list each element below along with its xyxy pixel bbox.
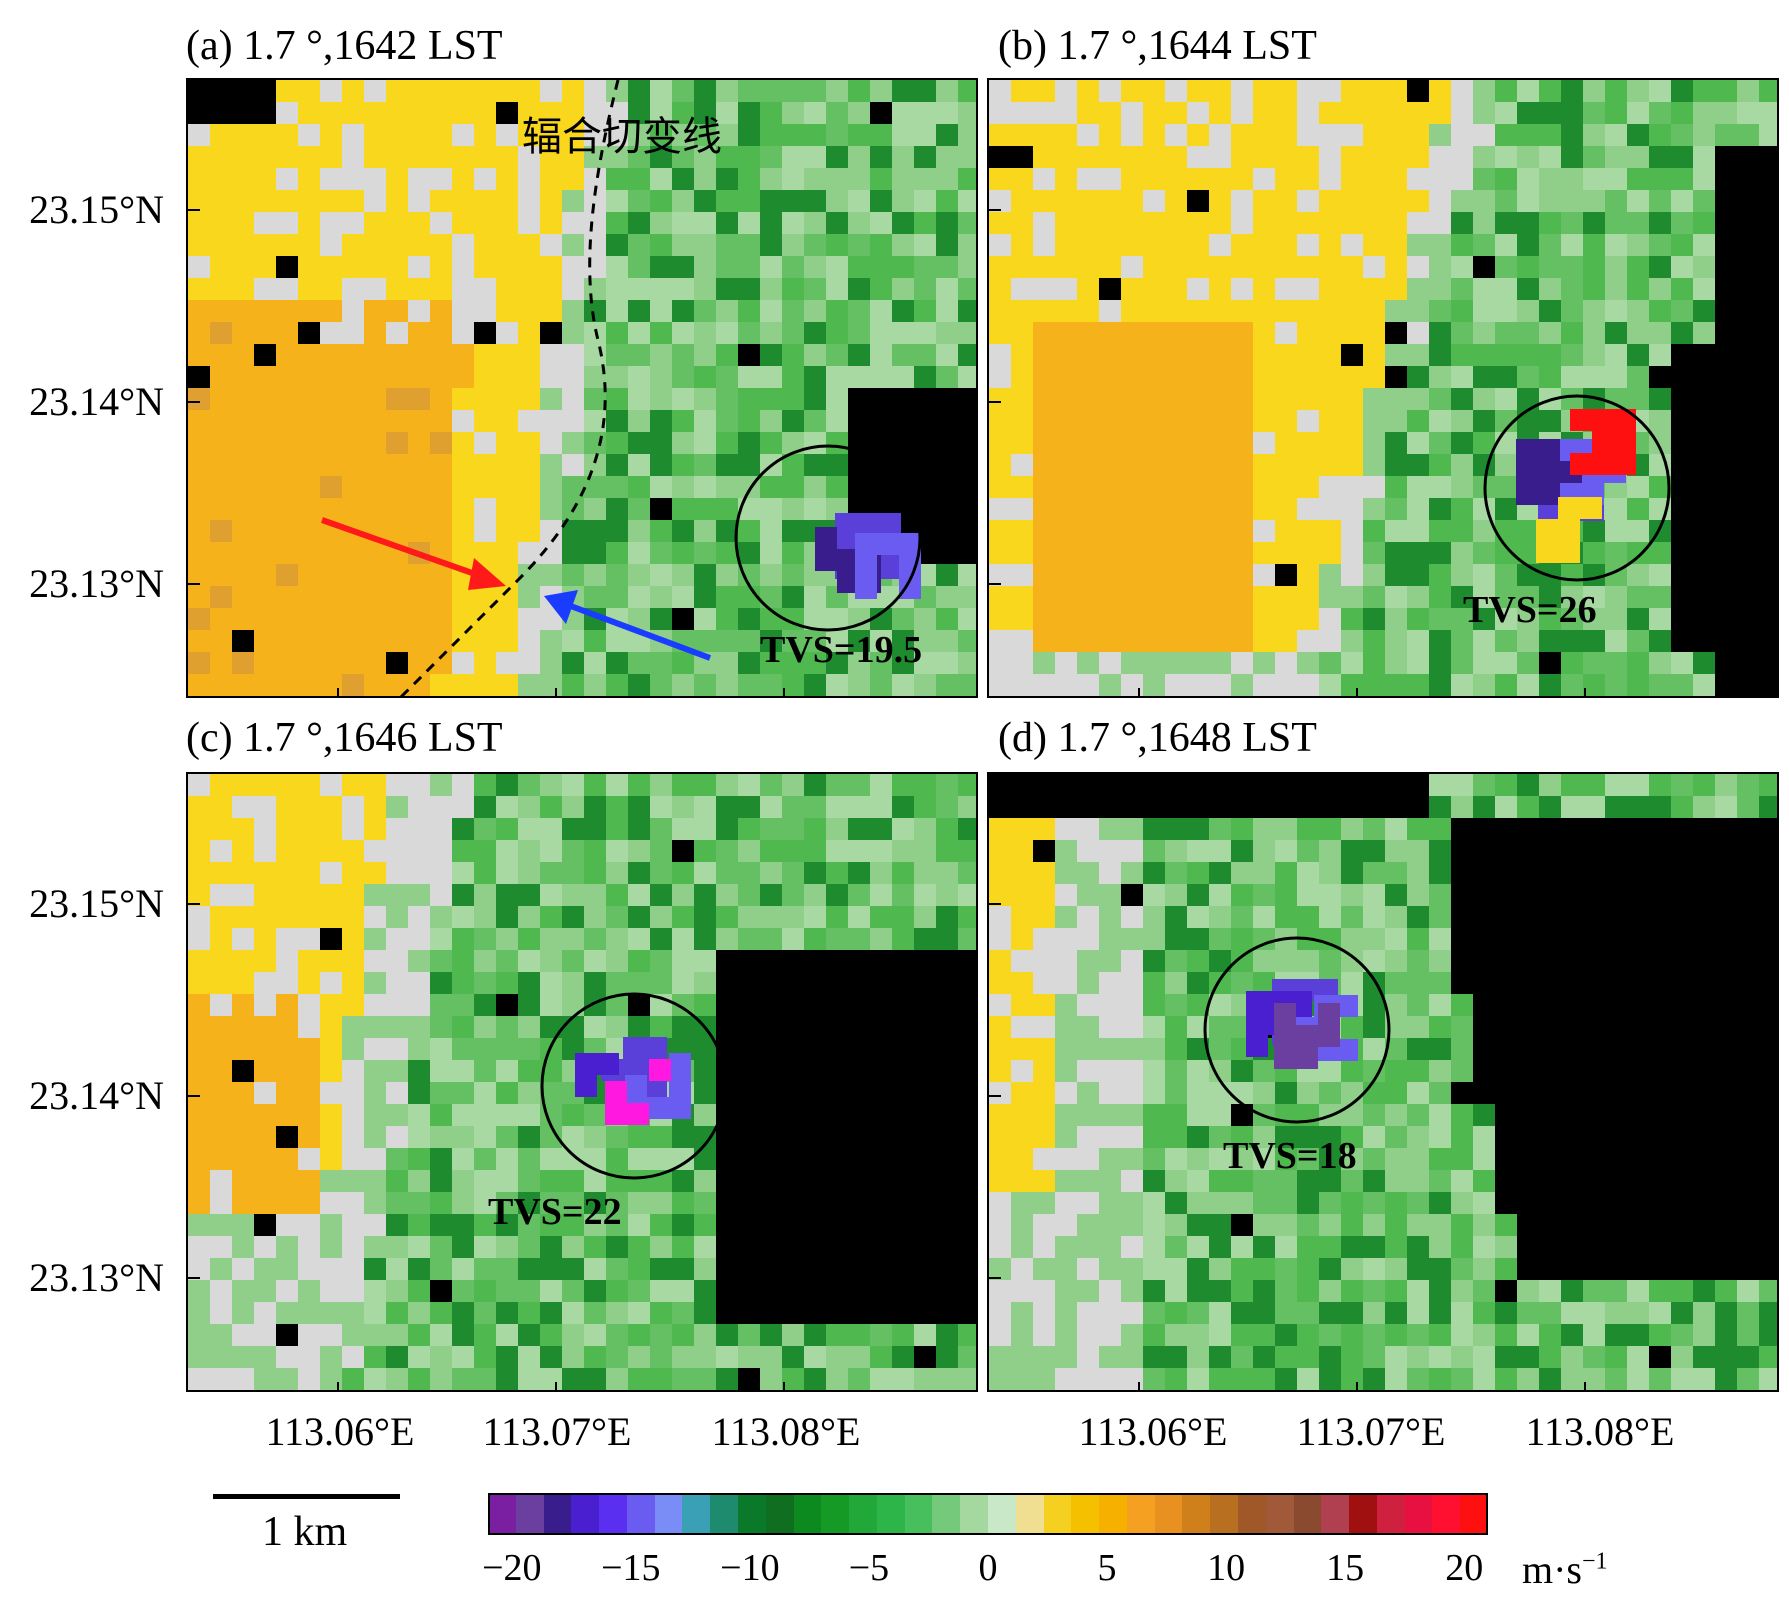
lat-label-bottom-2: 23.14°N bbox=[29, 1073, 164, 1118]
lat-label-top-3: 23.13°N bbox=[29, 561, 164, 606]
velocity-field-c: TVS=22 bbox=[188, 774, 976, 1390]
map-panel-c: TVS=22 bbox=[186, 772, 978, 1392]
velocity-field-b: TVS=26 bbox=[989, 80, 1777, 696]
scale-bar-label: 1 km bbox=[262, 1509, 348, 1555]
convergence-line-label: 辐合切变线 bbox=[522, 114, 722, 160]
panel-a-title: (a) 1.7 °,1642 LST bbox=[186, 23, 503, 69]
colorbar-swatch bbox=[1460, 1493, 1489, 1535]
colorbar-swatch bbox=[1043, 1493, 1072, 1535]
colorbar-swatch bbox=[904, 1493, 933, 1535]
colorbar-swatch bbox=[821, 1493, 850, 1535]
lon-label-left-3: 113.08°E bbox=[711, 1409, 861, 1454]
colorbar-swatch bbox=[876, 1493, 906, 1535]
colorbar-swatch bbox=[1293, 1493, 1322, 1535]
colorbar-swatch bbox=[1071, 1493, 1100, 1535]
colorbar-swatch bbox=[571, 1493, 600, 1535]
lon-label-left-2: 113.07°E bbox=[482, 1409, 632, 1454]
colorbar-swatch bbox=[1099, 1493, 1128, 1535]
colorbar-swatch bbox=[1182, 1493, 1211, 1535]
colorbar-swatch bbox=[1154, 1493, 1183, 1535]
lat-label-bottom-1: 23.15°N bbox=[29, 881, 164, 926]
colorbar-swatch bbox=[738, 1493, 767, 1535]
colorbar-border bbox=[488, 1493, 1488, 1535]
colorbar-swatch bbox=[932, 1493, 961, 1535]
colorbar-swatch bbox=[793, 1493, 822, 1535]
velocity-field-d: TVS=18 bbox=[989, 774, 1777, 1390]
tvs-label: TVS=19.5 bbox=[760, 629, 922, 671]
colorbar-tick-label: 20 bbox=[1445, 1547, 1484, 1589]
colorbar-swatch bbox=[682, 1493, 711, 1535]
colorbar-swatch bbox=[1376, 1493, 1406, 1535]
colorbar-swatch bbox=[765, 1493, 795, 1535]
colorbar-unit-exponent: −1 bbox=[1582, 1548, 1608, 1575]
colorbar-swatch bbox=[1432, 1493, 1461, 1535]
colorbar-swatch bbox=[1238, 1493, 1267, 1535]
colorbar-swatch bbox=[1404, 1493, 1433, 1535]
tvs-label: TVS=18 bbox=[1223, 1135, 1357, 1177]
colorbar-tick-label: 5 bbox=[1097, 1547, 1117, 1589]
convergence-line bbox=[399, 80, 620, 696]
colorbar-swatch bbox=[543, 1493, 572, 1535]
panel-d-title: (d) 1.7 °,1648 LST bbox=[998, 715, 1317, 761]
map-panel-a: TVS=19.5 辐合切变线 bbox=[186, 78, 978, 698]
colorbar-tick-label: 10 bbox=[1207, 1547, 1246, 1589]
colorbar-swatch bbox=[988, 1493, 1017, 1535]
colorbar bbox=[488, 1493, 1489, 1535]
panel-c-title: (c) 1.7 °,1646 LST bbox=[186, 715, 503, 761]
colorbar-swatch bbox=[1349, 1493, 1378, 1535]
colorbar-tick-label: −15 bbox=[601, 1547, 661, 1589]
tvs-circle bbox=[1203, 936, 1391, 1124]
tvs-label: TVS=22 bbox=[488, 1191, 622, 1233]
tvs-circle bbox=[1483, 394, 1671, 582]
tvs-label: TVS=26 bbox=[1463, 589, 1597, 631]
lat-label-top-2: 23.14°N bbox=[29, 379, 164, 424]
lon-label-right-1: 113.06°E bbox=[1078, 1409, 1228, 1454]
colorbar-unit-text: m·s bbox=[1522, 1547, 1582, 1592]
colorbar-swatch bbox=[1265, 1493, 1295, 1535]
panel-b-title: (b) 1.7 °,1644 LST bbox=[998, 23, 1317, 69]
colorbar-swatch bbox=[515, 1493, 545, 1535]
red-arrow bbox=[321, 517, 506, 590]
colorbar-swatch bbox=[960, 1493, 989, 1535]
lat-label-top-1: 23.15°N bbox=[29, 187, 164, 232]
colorbar-swatch bbox=[599, 1493, 628, 1535]
colorbar-swatch bbox=[710, 1493, 739, 1535]
colorbar-swatch bbox=[849, 1493, 878, 1535]
colorbar-tick-label: −20 bbox=[482, 1547, 542, 1589]
colorbar-unit: m·s−1 bbox=[1522, 1546, 1608, 1593]
colorbar-swatch bbox=[1015, 1493, 1045, 1535]
lat-label-bottom-3: 23.13°N bbox=[29, 1255, 164, 1300]
lon-label-right-3: 113.08°E bbox=[1525, 1409, 1675, 1454]
lon-label-left-1: 113.06°E bbox=[265, 1409, 415, 1454]
colorbar-tick-label: −10 bbox=[720, 1547, 780, 1589]
colorbar-tick-label: 0 bbox=[978, 1547, 998, 1589]
colorbar-swatch bbox=[654, 1493, 683, 1535]
tvs-circle bbox=[540, 992, 728, 1180]
blue-arrow bbox=[544, 590, 712, 661]
lon-label-right-2: 113.07°E bbox=[1296, 1409, 1446, 1454]
map-panel-b: TVS=26 bbox=[987, 78, 1779, 698]
velocity-field-a: TVS=19.5 辐合切变线 bbox=[188, 80, 976, 696]
colorbar-tick-label: −5 bbox=[848, 1547, 890, 1589]
tvs-circle bbox=[734, 444, 922, 632]
colorbar-swatch bbox=[1210, 1493, 1239, 1535]
colorbar-swatch bbox=[626, 1493, 656, 1535]
scale-bar-line bbox=[213, 1494, 400, 1499]
map-panel-d: TVS=18 bbox=[987, 772, 1779, 1392]
colorbar-tick-label: 15 bbox=[1326, 1547, 1365, 1589]
colorbar-swatch bbox=[1321, 1493, 1350, 1535]
colorbar-swatch bbox=[488, 1493, 517, 1535]
colorbar-swatch bbox=[1126, 1493, 1156, 1535]
